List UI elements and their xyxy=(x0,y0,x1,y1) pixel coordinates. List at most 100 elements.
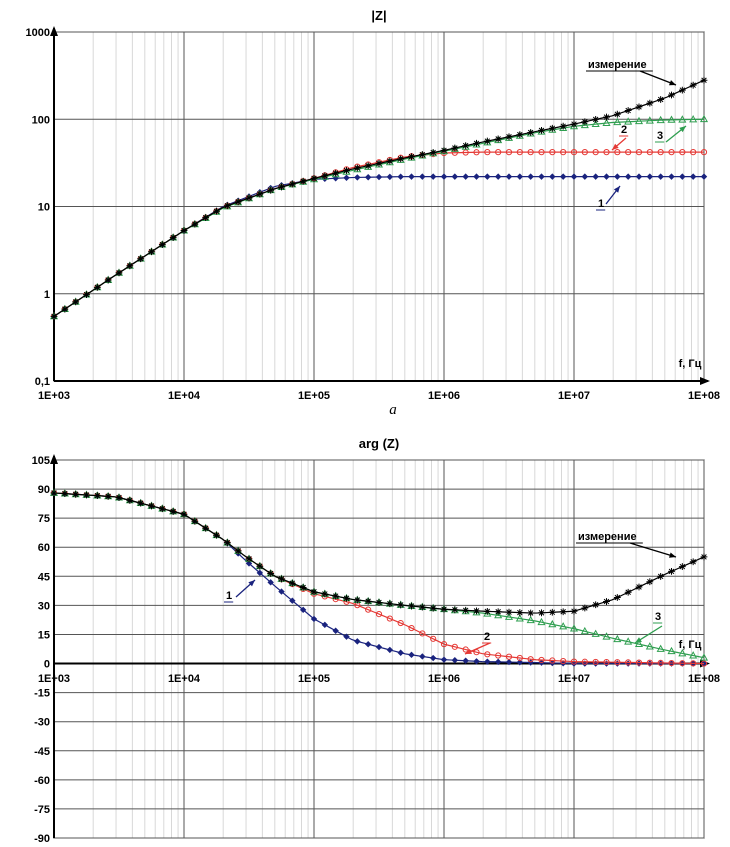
data-point xyxy=(657,149,664,156)
y-tick-label: 0,1 xyxy=(35,376,50,388)
annotation-arrow xyxy=(465,648,472,654)
data-point xyxy=(72,298,80,306)
data-point xyxy=(591,629,600,637)
data-point xyxy=(657,573,665,580)
data-point xyxy=(267,570,275,577)
data-point xyxy=(516,654,523,662)
data-point xyxy=(462,149,469,156)
data-point xyxy=(603,658,610,666)
chart-title: arg (Z) xyxy=(359,436,399,451)
data-point xyxy=(451,656,459,664)
data-point xyxy=(484,173,491,180)
annotation-label: 2 xyxy=(484,631,490,643)
y-tick-label: 15 xyxy=(38,629,50,641)
data-point xyxy=(180,227,188,234)
data-point xyxy=(256,190,264,198)
data-point xyxy=(527,173,534,180)
data-point xyxy=(375,173,383,181)
data-point xyxy=(700,149,708,156)
data-point xyxy=(668,659,675,667)
data-point xyxy=(462,606,470,614)
data-point xyxy=(679,660,686,667)
data-point xyxy=(299,584,307,591)
data-point xyxy=(624,173,632,180)
data-point xyxy=(614,173,621,180)
data-point xyxy=(678,86,686,94)
data-point xyxy=(375,611,383,618)
data-point xyxy=(570,607,578,615)
data-point xyxy=(678,115,687,123)
data-point xyxy=(527,609,535,617)
data-point xyxy=(504,612,514,620)
data-point xyxy=(354,638,361,645)
data-point xyxy=(560,149,567,156)
data-point xyxy=(386,173,394,181)
data-point xyxy=(495,652,502,659)
data-point xyxy=(72,490,80,498)
data-point xyxy=(592,116,600,123)
data-point xyxy=(581,118,589,126)
data-point xyxy=(679,173,686,180)
data-point xyxy=(429,173,437,180)
data-point xyxy=(245,194,253,202)
x-tick-label: 1E+05 xyxy=(298,673,330,685)
y-tick-label: 0 xyxy=(44,659,50,671)
data-point xyxy=(602,632,611,640)
phase-chart: arg (Z)1E+031E+041E+051E+061E+071E+08105… xyxy=(32,436,720,845)
data-point xyxy=(635,103,643,111)
data-point xyxy=(484,149,491,156)
data-point xyxy=(364,597,372,605)
data-point xyxy=(451,606,459,614)
chart-title: |Z| xyxy=(371,8,386,23)
data-point xyxy=(559,608,567,616)
y-tick-label: 1000 xyxy=(26,27,50,39)
data-point xyxy=(538,149,545,156)
annotation-arrow xyxy=(635,637,642,643)
data-point xyxy=(625,659,632,666)
data-point xyxy=(365,606,372,613)
data-point xyxy=(343,174,350,182)
data-point xyxy=(50,313,58,320)
data-point xyxy=(462,646,469,653)
data-point xyxy=(332,592,340,600)
data-point xyxy=(440,641,448,648)
data-point xyxy=(137,255,145,263)
data-point xyxy=(429,654,437,662)
data-point xyxy=(548,619,557,628)
data-point xyxy=(505,658,513,666)
x-axis-label: f, Гц xyxy=(679,639,702,651)
data-point xyxy=(440,656,448,663)
annotation-label: 2 xyxy=(621,124,627,136)
data-point xyxy=(494,608,502,616)
data-point xyxy=(223,202,231,210)
data-point xyxy=(213,531,220,539)
data-point xyxy=(527,149,534,156)
data-point xyxy=(321,621,329,629)
data-point xyxy=(580,626,589,635)
data-point xyxy=(115,269,123,277)
data-point xyxy=(657,659,664,666)
data-point xyxy=(451,144,459,152)
x-tick-label: 1E+08 xyxy=(688,673,720,685)
data-point xyxy=(364,641,372,648)
data-point xyxy=(483,137,491,145)
data-point xyxy=(408,602,415,610)
data-point xyxy=(93,492,101,500)
y-tick-label: 60 xyxy=(38,542,50,554)
y-axis-arrow xyxy=(50,26,58,36)
data-point xyxy=(657,173,664,180)
data-point xyxy=(169,508,177,515)
data-point xyxy=(570,149,578,156)
data-point xyxy=(180,510,188,518)
data-point xyxy=(289,597,296,604)
data-point xyxy=(646,149,653,156)
data-point xyxy=(202,524,210,532)
data-point xyxy=(635,583,643,591)
data-point xyxy=(158,241,166,249)
data-point xyxy=(569,624,579,632)
x-tick-label: 1E+04 xyxy=(168,673,201,685)
y-tick-label: 75 xyxy=(38,513,50,525)
x-tick-label: 1E+04 xyxy=(168,390,201,402)
data-point xyxy=(505,173,513,180)
data-point xyxy=(581,658,588,665)
